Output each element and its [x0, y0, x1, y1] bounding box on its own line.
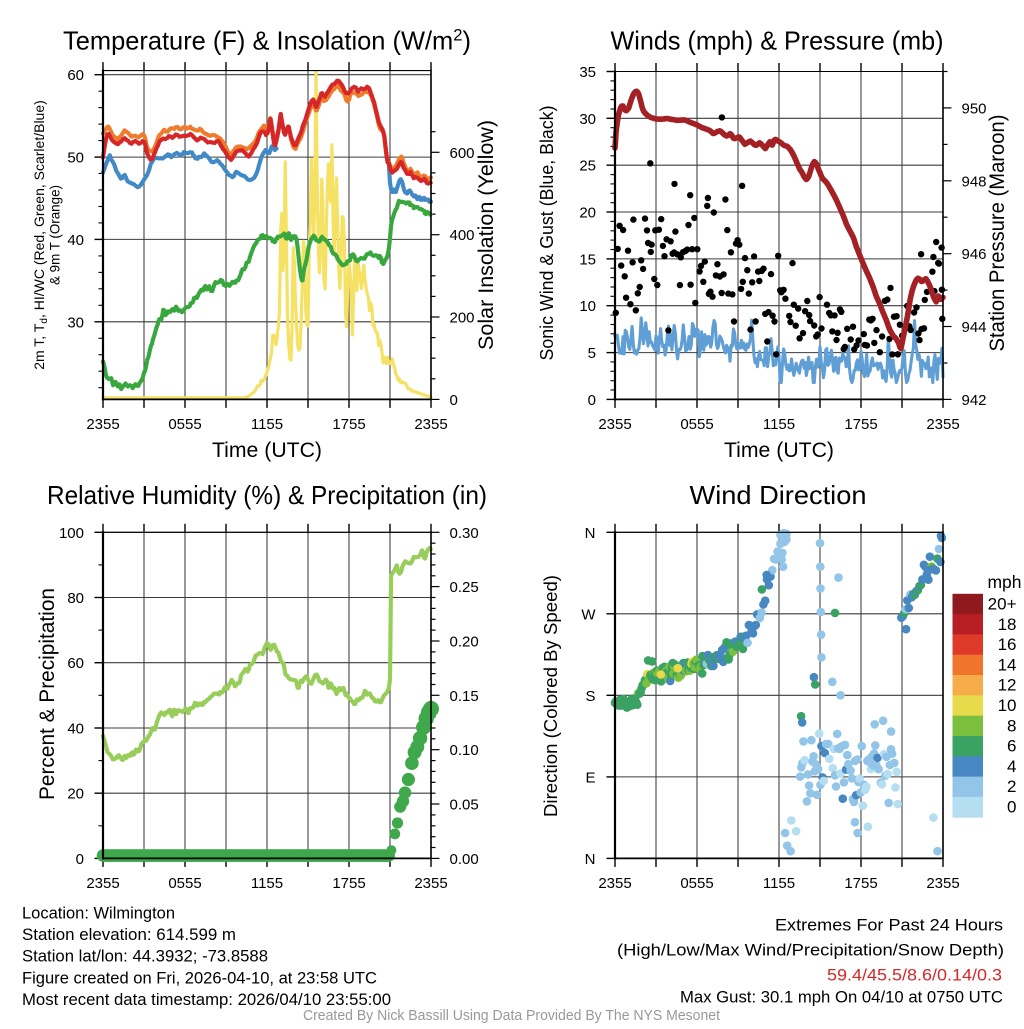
- svg-text:Station elevation: 614.599 m: Station elevation: 614.599 m: [22, 926, 236, 944]
- svg-text:944: 944: [962, 319, 987, 336]
- svg-text:0.15: 0.15: [450, 688, 479, 705]
- svg-text:946: 946: [962, 246, 987, 263]
- svg-text:2355: 2355: [414, 875, 447, 892]
- svg-text:(High/Low/Max Wind/Precipitati: (High/Low/Max Wind/Precipitation/Snow De…: [617, 942, 1004, 960]
- svg-text:Time (UTC): Time (UTC): [724, 439, 834, 462]
- svg-text:40: 40: [67, 232, 84, 249]
- svg-text:2355: 2355: [926, 416, 959, 433]
- svg-text:2355: 2355: [86, 875, 119, 892]
- svg-text:Time (UTC): Time (UTC): [212, 439, 322, 462]
- svg-text:2: 2: [1007, 777, 1016, 796]
- svg-text:6: 6: [1007, 737, 1016, 756]
- svg-text:12: 12: [998, 676, 1017, 695]
- svg-text:mph: mph: [987, 572, 1021, 592]
- svg-text:30: 30: [67, 314, 84, 331]
- svg-text:Wind Direction: Wind Direction: [690, 480, 867, 510]
- svg-text:948: 948: [962, 173, 987, 190]
- svg-text:60: 60: [67, 655, 84, 672]
- svg-text:N: N: [585, 525, 596, 542]
- svg-text:15: 15: [579, 251, 596, 268]
- svg-text:1755: 1755: [332, 875, 365, 892]
- svg-text:0555: 0555: [168, 416, 201, 433]
- svg-text:400: 400: [450, 227, 475, 244]
- svg-text:Station Pressure (Maroon): Station Pressure (Maroon): [986, 115, 1009, 352]
- svg-text:10: 10: [998, 696, 1017, 715]
- svg-text:20+: 20+: [988, 595, 1017, 614]
- svg-text:0.10: 0.10: [450, 742, 479, 759]
- svg-text:Most recent data timestamp: 20: Most recent data timestamp: 2026/04/10 2…: [22, 991, 391, 1009]
- svg-text:1755: 1755: [844, 416, 877, 433]
- svg-text:2355: 2355: [598, 416, 631, 433]
- svg-text:600: 600: [450, 145, 475, 162]
- svg-text:0: 0: [76, 851, 84, 868]
- svg-text:0555: 0555: [680, 875, 713, 892]
- svg-text:0555: 0555: [168, 875, 201, 892]
- svg-text:2355: 2355: [926, 875, 959, 892]
- svg-text:1755: 1755: [844, 875, 877, 892]
- svg-text:0.30: 0.30: [450, 525, 479, 542]
- svg-text:40: 40: [67, 721, 84, 738]
- svg-text:N: N: [585, 851, 596, 868]
- svg-text:Figure created on Fri, 2026-04: Figure created on Fri, 2026-04-10, at 23…: [22, 969, 377, 987]
- svg-text:100: 100: [59, 525, 84, 542]
- svg-text:0.25: 0.25: [450, 579, 479, 596]
- svg-text:950: 950: [962, 100, 987, 117]
- svg-text:4: 4: [1007, 757, 1016, 776]
- svg-text:1155: 1155: [763, 875, 795, 892]
- svg-text:E: E: [585, 769, 595, 786]
- svg-text:Direction (Colored By Speed): Direction (Colored By Speed): [541, 575, 561, 817]
- svg-text:0: 0: [450, 392, 458, 409]
- svg-text:0.05: 0.05: [450, 797, 479, 814]
- svg-text:2355: 2355: [598, 875, 631, 892]
- svg-text:Created By Nick Bassill Using: Created By Nick Bassill Using Data Provi…: [303, 1008, 720, 1024]
- svg-text:2355: 2355: [86, 416, 119, 433]
- svg-text:Percent & Precipitation: Percent & Precipitation: [36, 588, 59, 800]
- svg-text:0.00: 0.00: [450, 851, 479, 868]
- svg-text:60: 60: [67, 67, 84, 84]
- svg-text:Winds (mph) & Pressure (mb): Winds (mph) & Pressure (mb): [611, 26, 944, 56]
- svg-text:1155: 1155: [251, 875, 283, 892]
- svg-text:35: 35: [579, 64, 596, 81]
- svg-text:18: 18: [998, 615, 1017, 634]
- svg-text:& 9m T (Orange): & 9m T (Orange): [47, 185, 63, 285]
- svg-text:5: 5: [588, 345, 596, 362]
- svg-text:Sonic Wind & Gust (Blue, Black: Sonic Wind & Gust (Blue, Black): [537, 106, 557, 361]
- svg-text:200: 200: [450, 310, 475, 327]
- svg-text:59.4/45.5/8.6/0.14/0.3: 59.4/45.5/8.6/0.14/0.3: [827, 967, 1002, 985]
- svg-text:30: 30: [579, 111, 596, 128]
- svg-text:0: 0: [1007, 798, 1016, 817]
- svg-text:Location: Wilmington: Location: Wilmington: [22, 905, 175, 923]
- svg-text:20: 20: [579, 205, 596, 222]
- svg-text:Temperature (F) & Insolation (: Temperature (F) & Insolation (W/m2): [63, 26, 471, 56]
- svg-text:942: 942: [962, 392, 987, 409]
- svg-text:Relative Humidity (%) & Precip: Relative Humidity (%) & Precipitation (i…: [47, 480, 487, 510]
- svg-text:0: 0: [588, 392, 596, 409]
- svg-text:0555: 0555: [680, 416, 713, 433]
- svg-text:S: S: [585, 688, 595, 705]
- svg-text:10: 10: [579, 298, 596, 315]
- svg-text:50: 50: [67, 150, 84, 167]
- svg-text:8: 8: [1007, 716, 1016, 735]
- svg-text:Extremes For Past 24 Hours: Extremes For Past 24 Hours: [775, 917, 1003, 935]
- svg-text:80: 80: [67, 590, 84, 607]
- svg-text:2355: 2355: [414, 416, 447, 433]
- svg-text:20: 20: [67, 786, 84, 803]
- svg-text:Max Gust: 30.1 mph On 04/10 at: Max Gust: 30.1 mph On 04/10 at 0750 UTC: [680, 989, 1003, 1007]
- svg-text:1155: 1155: [251, 416, 283, 433]
- svg-text:W: W: [581, 606, 596, 623]
- svg-text:Station lat/lon: 44.3932; -73.: Station lat/lon: 44.3932; -73.8588: [22, 948, 268, 966]
- svg-text:2m T, Td, HI/WC (Red, Green, S: 2m T, Td, HI/WC (Red, Green, Scarlet/Blu…: [31, 100, 50, 370]
- svg-text:14: 14: [998, 655, 1017, 674]
- svg-text:1155: 1155: [763, 416, 795, 433]
- svg-text:1755: 1755: [332, 416, 365, 433]
- svg-text:25: 25: [579, 158, 596, 175]
- svg-text:Solar Insolation (Yellow): Solar Insolation (Yellow): [475, 120, 498, 350]
- svg-text:16: 16: [998, 635, 1017, 654]
- svg-text:0.20: 0.20: [450, 634, 479, 651]
